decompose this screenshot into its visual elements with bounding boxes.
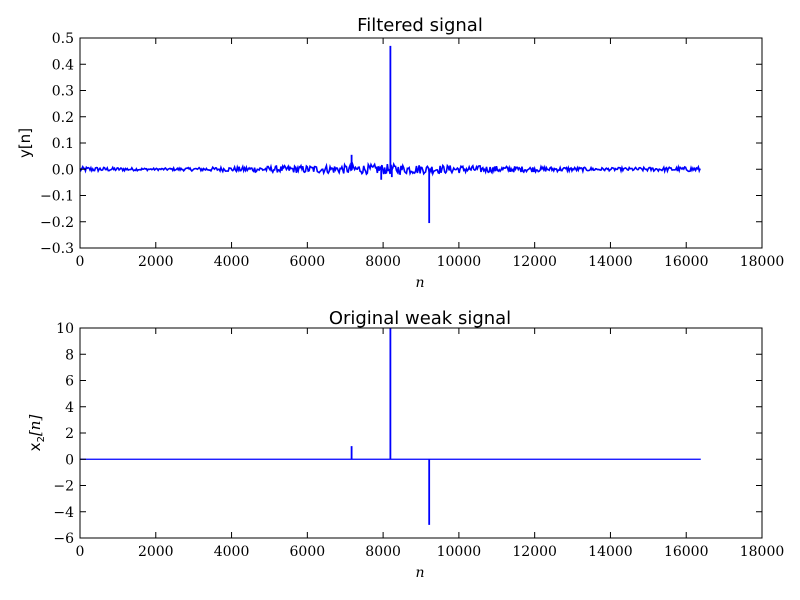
x-tick-label: 8000 bbox=[365, 254, 401, 270]
x-axis-label: n bbox=[415, 275, 424, 291]
plot-data bbox=[80, 328, 701, 525]
y-tick-label: 8 bbox=[65, 347, 74, 363]
y-tick-label: −4 bbox=[53, 505, 74, 521]
tick-labels: 0 2000 4000 6000 8000 10000 12000 14000 16000 180… bbox=[53, 321, 784, 560]
x-tick-label: 6000 bbox=[290, 254, 326, 270]
x-tick-label: 18000 bbox=[740, 254, 785, 270]
y-tick-label: 0.0 bbox=[52, 162, 74, 178]
y-tick-label: 0 bbox=[65, 452, 74, 468]
y-tick-label: 10 bbox=[56, 321, 74, 337]
x-tick-label: 10000 bbox=[437, 254, 482, 270]
chart-title: Original weak signal bbox=[329, 308, 511, 329]
y-tick-label: −6 bbox=[53, 531, 74, 547]
x-tick-label: 2000 bbox=[138, 544, 174, 560]
y-axis-label: y[n] bbox=[16, 128, 34, 158]
y-tick-label: 0.1 bbox=[52, 136, 74, 152]
original-weak-signal-plot: Original weak signal x2[n] n 0 2000 4000 60… bbox=[26, 308, 784, 581]
y-tick-label: 0.2 bbox=[52, 110, 74, 126]
y-tick-label: 0.3 bbox=[52, 84, 74, 100]
tick-marks bbox=[79, 327, 763, 539]
y-axis-label: x2[n] bbox=[26, 415, 47, 452]
filtered-signal-plot: Filtered signal y[n] n 0 2000 4000 6000 8000… bbox=[16, 15, 784, 291]
chart-title: Filtered signal bbox=[357, 15, 483, 36]
y-tick-label: 4 bbox=[65, 400, 74, 416]
x-tick-label: 12000 bbox=[512, 254, 557, 270]
plot-frame bbox=[79, 327, 763, 539]
y-tick-label: −2 bbox=[53, 479, 74, 495]
x-tick-label: 16000 bbox=[664, 544, 709, 560]
y-tick-label: 6 bbox=[65, 374, 74, 390]
plot-frame bbox=[79, 37, 763, 249]
x-tick-label: 10000 bbox=[437, 544, 482, 560]
x-tick-label: 14000 bbox=[588, 254, 633, 270]
y-tick-label: −0.1 bbox=[40, 189, 74, 205]
x-tick-label: 4000 bbox=[214, 254, 250, 270]
x-tick-label: 18000 bbox=[740, 544, 785, 560]
y-tick-label: −0.3 bbox=[40, 241, 74, 257]
y-tick-label: 0.5 bbox=[52, 31, 74, 47]
x-tick-label: 2000 bbox=[138, 254, 174, 270]
x-axis-label: n bbox=[415, 565, 424, 581]
plot-data bbox=[79, 45, 701, 224]
y-tick-label: 0.4 bbox=[52, 57, 74, 73]
x-tick-label: 0 bbox=[76, 254, 85, 270]
tick-labels: 0 2000 4000 6000 8000 10000 12000 14000 16000 180… bbox=[40, 31, 784, 270]
x-tick-label: 16000 bbox=[664, 254, 709, 270]
x-tick-label: 14000 bbox=[588, 544, 633, 560]
x-tick-label: 6000 bbox=[290, 544, 326, 560]
x-tick-label: 8000 bbox=[365, 544, 401, 560]
y-tick-label: 2 bbox=[65, 426, 74, 442]
x-tick-label: 12000 bbox=[512, 544, 557, 560]
signal-line bbox=[79, 161, 701, 177]
y-tick-label: −0.2 bbox=[40, 215, 74, 231]
tick-marks bbox=[79, 37, 763, 249]
x-tick-label: 0 bbox=[76, 544, 85, 560]
x-tick-label: 4000 bbox=[214, 544, 250, 560]
